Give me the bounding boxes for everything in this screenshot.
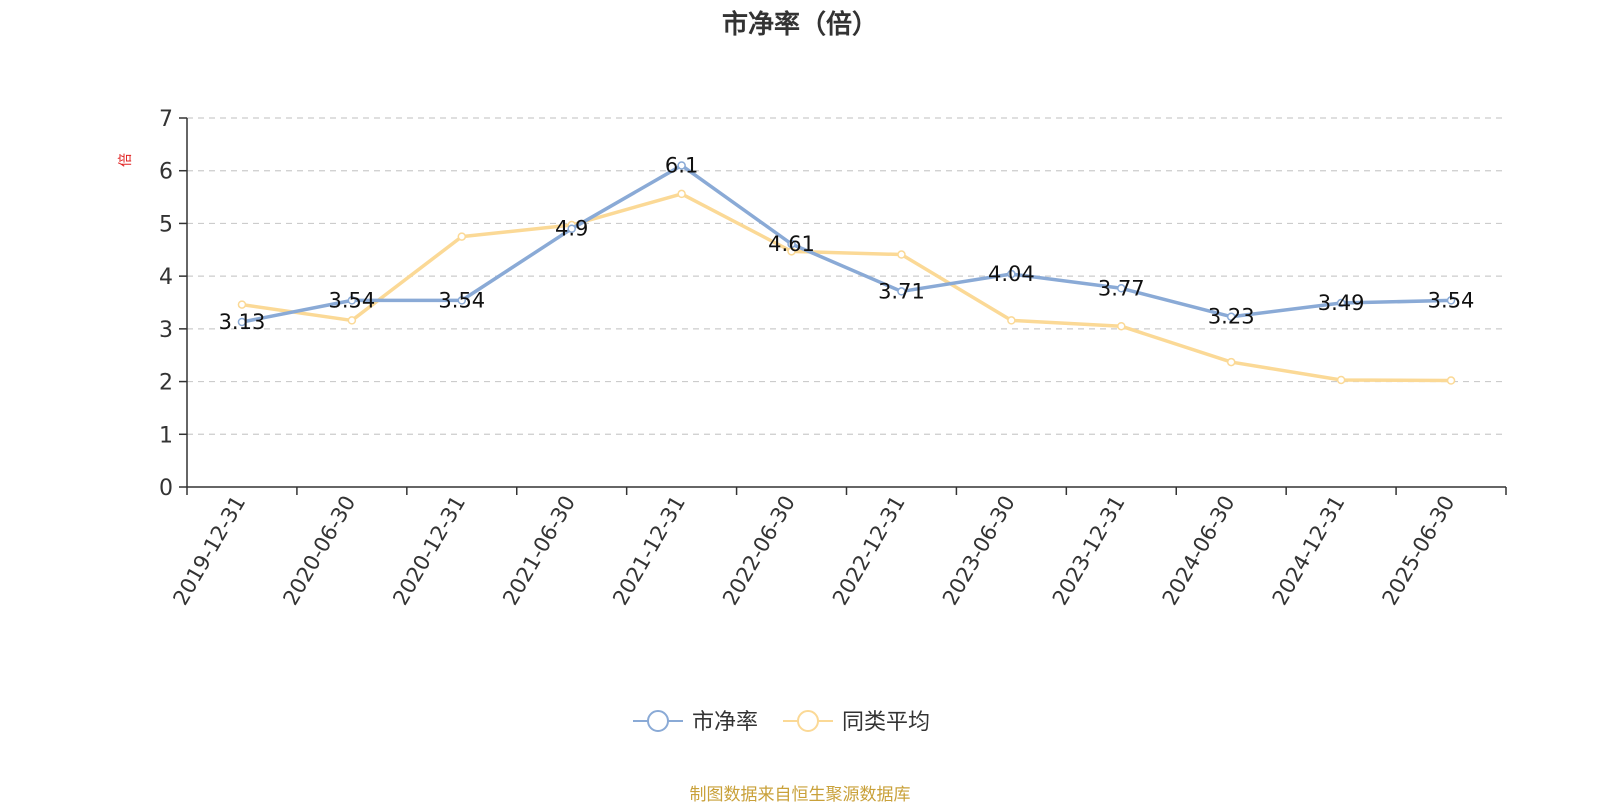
series-layer <box>237 161 1456 385</box>
legend: 市净率 同类平均 <box>633 710 930 735</box>
data-point <box>1226 357 1236 367</box>
x-tick-label: 2020-12-31 <box>388 492 470 610</box>
data-point <box>1007 269 1016 279</box>
data-labels: 3.13 3.54 3.54 4.9 6.1 4.61 3.71 4.04 3.77 3.23 3.… <box>219 153 1475 334</box>
data-label: 3.54 <box>438 288 485 312</box>
data-point <box>237 300 247 309</box>
axes: 0 1 2 3 4 5 6 7 2019-12-31 2020-06-30 2020-12-31 20… <box>159 107 1507 610</box>
data-label: 4.04 <box>988 262 1035 286</box>
data-label: 3.54 <box>328 288 375 312</box>
data-label: 3.54 <box>1428 288 1475 312</box>
data-point <box>1446 376 1456 385</box>
y-tick-label: 3 <box>159 318 173 343</box>
series-line <box>241 163 1452 324</box>
data-point <box>1446 296 1456 305</box>
data-point <box>1226 312 1236 321</box>
data-label: 3.49 <box>1318 291 1365 315</box>
data-point <box>897 250 906 259</box>
data-label: 4.9 <box>555 217 588 241</box>
chart-title: 市净率（倍） <box>722 9 878 40</box>
data-point <box>1336 298 1346 308</box>
y-axis-label: 倍 <box>118 153 134 167</box>
legend-label: 同类平均 <box>842 710 930 735</box>
series-line <box>241 192 1452 383</box>
data-point <box>1336 375 1346 385</box>
legend-label: 市净率 <box>692 710 758 735</box>
data-label: 3.13 <box>219 310 266 334</box>
y-tick-label: 5 <box>159 212 173 237</box>
y-tick-label: 2 <box>159 371 173 396</box>
y-tick-label: 0 <box>159 476 173 501</box>
x-tick-label: 2021-06-30 <box>498 492 580 610</box>
data-point <box>787 239 796 249</box>
x-tick-label: 2019-12-31 <box>168 492 250 610</box>
x-tick-label: 2023-06-30 <box>938 492 1020 610</box>
data-point <box>897 287 906 296</box>
y-tick-label: 1 <box>159 423 173 448</box>
data-point <box>1117 321 1126 331</box>
data-point <box>237 317 247 327</box>
legend-symbol-marker <box>797 710 819 732</box>
x-tick-label: 2021-12-31 <box>608 492 690 610</box>
data-label: 3.77 <box>1098 276 1145 300</box>
legend-symbol-marker <box>647 710 669 732</box>
x-tick-label: 2024-06-30 <box>1158 492 1240 610</box>
y-tick-label: 4 <box>159 265 173 290</box>
data-point <box>457 296 467 305</box>
x-tick-label: 2024-12-31 <box>1268 492 1350 610</box>
y-tick-label: 6 <box>159 160 173 185</box>
grid-lines <box>187 117 1506 435</box>
data-point <box>347 296 357 305</box>
data-point <box>347 316 357 325</box>
x-tick-label: 2020-06-30 <box>278 492 360 610</box>
data-point <box>677 189 686 199</box>
data-label: 3.71 <box>878 279 925 303</box>
data-label: 6.1 <box>665 153 698 177</box>
data-point <box>567 224 576 233</box>
data-point <box>677 161 686 170</box>
data-point <box>1117 284 1126 293</box>
data-point <box>457 232 467 241</box>
data-point <box>1007 316 1016 325</box>
x-tick-label: 2023-12-31 <box>1048 492 1130 610</box>
x-tick-label: 2025-06-30 <box>1378 492 1460 610</box>
y-tick-label: 7 <box>159 107 173 132</box>
data-label: 4.61 <box>768 232 815 256</box>
x-tick-label: 2022-12-31 <box>828 492 910 610</box>
x-tick-label: 2022-06-30 <box>718 492 800 610</box>
data-source-note: 制图数据来自恒生聚源数据库 <box>689 785 911 805</box>
data-label: 3.23 <box>1208 305 1255 329</box>
